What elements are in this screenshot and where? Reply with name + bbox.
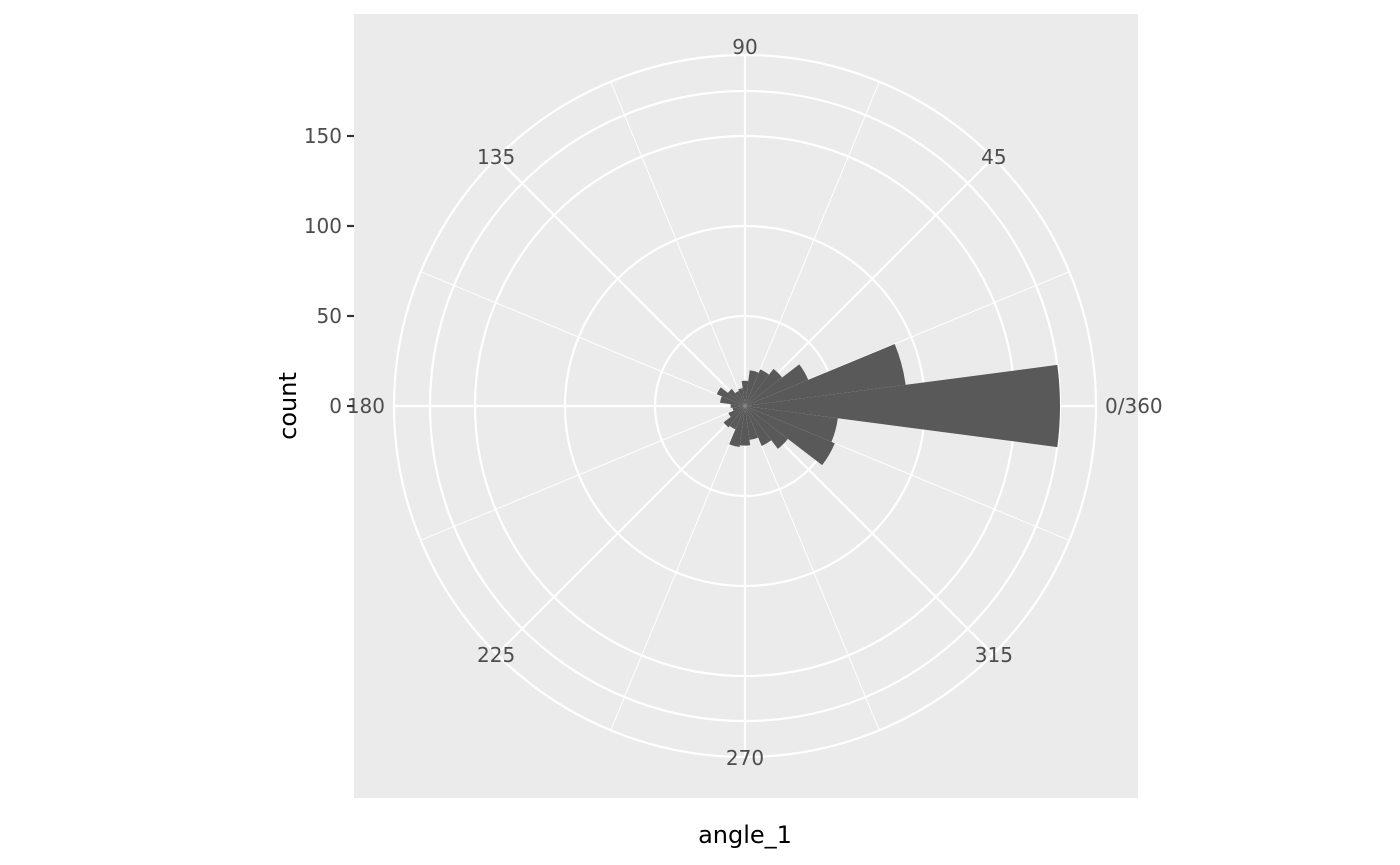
theta-tick-label: 0/360 bbox=[1105, 394, 1163, 418]
bar-wedge bbox=[729, 406, 745, 448]
theta-tick-label: 315 bbox=[975, 643, 1013, 667]
bar-wedge bbox=[745, 364, 1061, 448]
bar-wedge bbox=[738, 388, 745, 406]
bar-wedge bbox=[728, 406, 745, 417]
minor-radial-gridline bbox=[420, 405, 746, 541]
bar-wedge bbox=[729, 406, 745, 430]
major-grid bbox=[392, 53, 1098, 759]
bar-wedge bbox=[720, 396, 745, 406]
theta-tick-label: 270 bbox=[726, 746, 764, 770]
bar-wedge bbox=[745, 406, 772, 446]
theta-tick-label: 135 bbox=[477, 145, 515, 169]
r-tick-label: 0 bbox=[329, 394, 342, 418]
bar-wedge bbox=[745, 370, 759, 406]
bar-wedge bbox=[745, 364, 809, 406]
minor-radial-gridline bbox=[610, 81, 746, 407]
bar-wedge bbox=[745, 368, 783, 406]
bar-wedge bbox=[735, 391, 745, 406]
r-axis: 0 50 100 150 bbox=[304, 124, 354, 418]
bar-wedge bbox=[730, 404, 745, 408]
bar-wedge bbox=[745, 406, 835, 466]
y-axis-title: count bbox=[274, 372, 302, 440]
major-radial-gridline bbox=[496, 157, 746, 407]
x-axis-title: angle_1 bbox=[698, 821, 792, 849]
bar-wedge bbox=[741, 380, 749, 406]
r-tick-label: 100 bbox=[304, 214, 342, 238]
bar-wedge bbox=[745, 406, 759, 440]
bar-wedge bbox=[732, 406, 745, 411]
bar-wedge bbox=[727, 388, 745, 406]
minor-radial-gridline bbox=[610, 405, 746, 731]
theta-tick-label: 45 bbox=[981, 145, 1006, 169]
bar-wedge bbox=[745, 406, 788, 449]
bar-wedge bbox=[716, 387, 745, 406]
bar-wedge bbox=[745, 369, 770, 406]
bar-wedge bbox=[745, 344, 906, 406]
bar-wedge bbox=[745, 406, 838, 442]
bar-wedge bbox=[723, 406, 745, 428]
minor-radial-gridline bbox=[744, 405, 880, 731]
minor-radial-gridline bbox=[744, 81, 880, 407]
major-radial-gridline bbox=[744, 157, 994, 407]
theta-tick-label: 90 bbox=[732, 35, 757, 59]
bars bbox=[716, 344, 1061, 466]
theta-tick-label: 225 bbox=[477, 643, 515, 667]
r-tick-label: 150 bbox=[304, 124, 342, 148]
major-radial-gridline bbox=[744, 405, 994, 655]
bar-wedge bbox=[739, 406, 751, 446]
minor-radial-gridline bbox=[420, 271, 746, 407]
major-radial-gridline bbox=[496, 405, 746, 655]
r-tick-label: 50 bbox=[317, 304, 342, 328]
